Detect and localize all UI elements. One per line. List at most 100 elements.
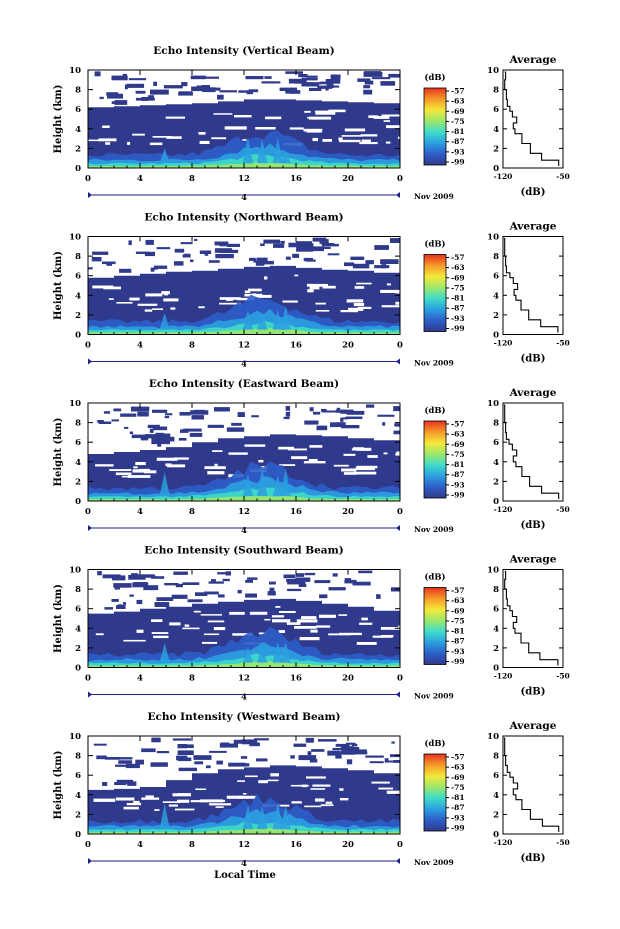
profile-y-tick-label: 0 [493, 497, 499, 507]
echo-patch [93, 743, 107, 746]
echo-gap [316, 625, 331, 628]
echo-patch [313, 411, 321, 415]
echo-patch [295, 241, 313, 245]
echo-patch [349, 751, 368, 755]
colorbar-tick-label: -63 [451, 430, 465, 439]
echo-patch [322, 243, 339, 247]
chart-panel: Echo Intensity (Northward Beam)0 4 8 12 16 20… [53, 212, 570, 370]
echo-gap [258, 459, 264, 463]
y-axis-label: Height (km) [53, 251, 64, 320]
echo-gap [310, 629, 318, 633]
profile-y-tick-label: 2 [493, 144, 499, 154]
echo-gap [353, 303, 365, 307]
y-tick-label: 2 [75, 144, 81, 154]
echo-patch [245, 579, 253, 583]
colorbar-tick-label: -81 [451, 294, 465, 303]
echo-patch [128, 574, 146, 580]
echo-gap [165, 116, 185, 119]
echo-gap [328, 109, 346, 113]
echo-gap [308, 459, 318, 462]
echo-gap [265, 116, 282, 120]
x-tick-label: 0 [85, 840, 91, 850]
echo-gap [166, 136, 182, 139]
echo-gap [286, 622, 301, 625]
echo-patch [178, 91, 193, 95]
echo-patch [324, 85, 340, 88]
echo-patch [345, 742, 356, 745]
profile-y-tick-label: 2 [493, 311, 499, 321]
profile-y-tick-label: 10 [487, 566, 499, 576]
echo-patch [237, 412, 245, 417]
convective-plume [257, 805, 268, 830]
echo-patch [135, 251, 149, 254]
echo-gap [315, 310, 330, 312]
echo-gap [338, 137, 343, 141]
echo-patch [113, 583, 132, 588]
echo-patch [107, 93, 123, 99]
convective-plume [159, 313, 170, 330]
echo-gap [219, 297, 241, 300]
echo-gap [211, 137, 227, 140]
echo-gap [105, 142, 111, 145]
month-label: Nov 2009 [414, 192, 454, 201]
echo-patch [298, 755, 317, 761]
echo-patch [344, 579, 357, 584]
echo-patch [150, 762, 168, 767]
echo-patch [144, 434, 163, 439]
echo-patch [124, 426, 129, 429]
echo-gap [95, 464, 114, 467]
month-label: Nov 2009 [414, 858, 454, 867]
echo-gap [264, 276, 268, 280]
echo-gap [127, 141, 131, 145]
echo-patch [246, 90, 254, 95]
profile-y-tick-label: 8 [493, 252, 499, 262]
echo-patch [217, 94, 224, 100]
x-tick-label: 0 [85, 674, 91, 684]
echo-gap [149, 142, 163, 146]
profile-x-label: (dB) [521, 354, 546, 365]
echo-patch [238, 90, 249, 93]
echo-patch [149, 428, 154, 433]
profile-line [504, 570, 559, 666]
echo-patch [111, 599, 119, 602]
colorbar-unit: (dB) [424, 738, 445, 749]
echo-gap [145, 293, 163, 297]
y-tick-label: 4 [75, 624, 81, 634]
echo-patch [135, 759, 144, 765]
echo-gap [309, 445, 323, 448]
profile-frame [502, 402, 564, 502]
echo-patch [177, 750, 194, 755]
profile-y-tick-label: 4 [493, 458, 499, 468]
echo-patch [342, 417, 349, 420]
y-tick-label: 8 [75, 419, 81, 429]
echo-patch [154, 602, 170, 607]
profile-y-tick-label: 0 [493, 331, 499, 341]
echo-gap [184, 624, 190, 627]
profile-y-tick-label: 8 [493, 86, 499, 96]
echo-patch [352, 263, 370, 269]
echo-patch [116, 605, 126, 609]
profile-y-tick-label: 8 [493, 419, 499, 429]
x-tick-label: 16 [290, 341, 302, 351]
echo-gap [348, 307, 364, 311]
echo-patch [380, 81, 396, 86]
echo-gap [356, 642, 377, 645]
x-tick-label: 12 [238, 507, 250, 517]
echo-patch [247, 577, 258, 580]
echo-gap [212, 450, 223, 452]
chart-title: Echo Intensity (Southward Beam) [144, 545, 343, 557]
echo-gap [272, 619, 291, 623]
echo-gap [372, 635, 393, 638]
echo-gap [296, 619, 318, 623]
echo-gap [307, 116, 323, 119]
echo-gap [344, 128, 366, 132]
echo-patch [335, 743, 350, 747]
convective-plume [159, 803, 170, 830]
y-tick-label: 2 [75, 810, 81, 820]
echo-patch [199, 250, 212, 254]
echo-patch [119, 268, 132, 273]
echo-patch [174, 248, 185, 253]
x-tick-label: 0 [397, 840, 403, 850]
echo-patch [202, 87, 216, 93]
echo-patch [214, 248, 232, 253]
